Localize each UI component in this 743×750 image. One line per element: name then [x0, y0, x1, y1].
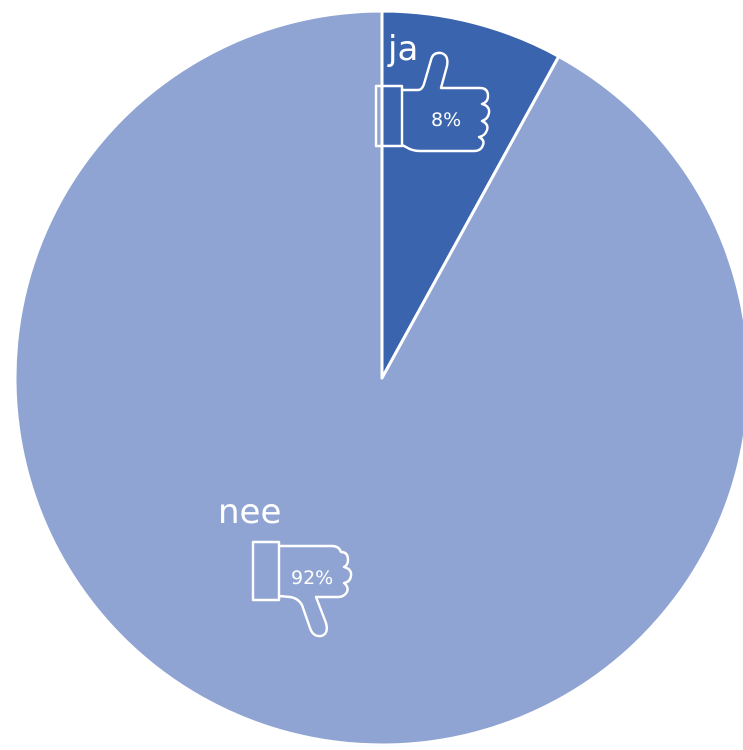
slice-value-nee: 92% — [291, 567, 333, 589]
slice-label-ja: ja — [387, 29, 418, 69]
pie-slice-ja — [380, 9, 561, 380]
thumbs-up-icon — [374, 51, 491, 153]
slice-value-ja: 8% — [431, 109, 461, 131]
slice-label-nee: nee — [218, 492, 281, 532]
pie-slices — [13, 9, 743, 747]
thumbs-down-icon — [251, 540, 353, 638]
pie-slice-nee — [13, 9, 743, 747]
